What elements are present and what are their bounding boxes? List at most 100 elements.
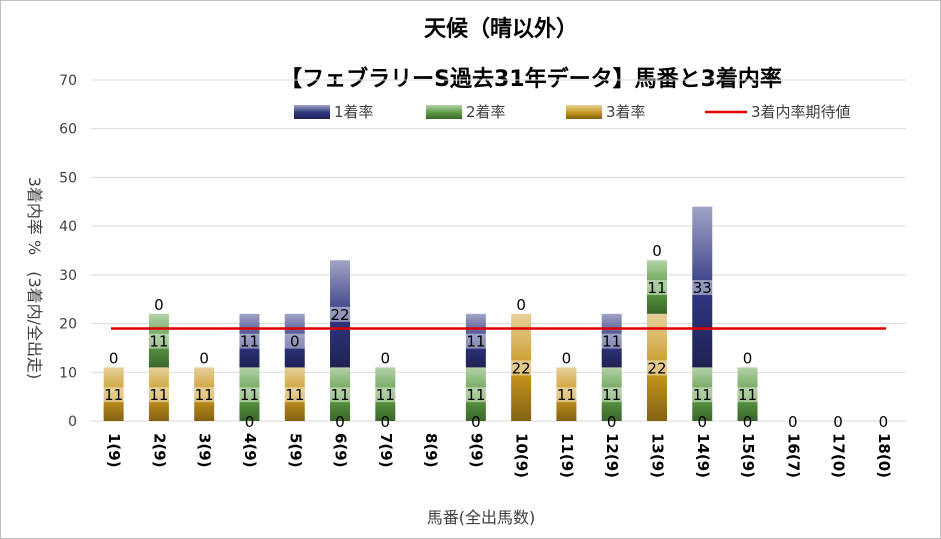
- bar-second-place: [646, 260, 667, 314]
- y-tick-label: 50: [59, 170, 77, 186]
- data-label-bg: [555, 387, 578, 403]
- data-label: 0: [471, 413, 481, 431]
- bar-third-place: [194, 367, 215, 421]
- data-label: 0: [879, 413, 889, 431]
- x-tick-label: 11(9): [558, 433, 576, 478]
- bar-second-place: [601, 367, 622, 421]
- data-label-bg: [736, 387, 759, 403]
- data-label: 11: [195, 386, 214, 404]
- data-label: 33: [693, 279, 712, 297]
- y-tick-label: 0: [68, 414, 77, 430]
- data-label-bg: [600, 333, 623, 349]
- bar-third-place: [103, 367, 124, 421]
- x-tick-labels: 1(9) 2(9) 3(9) 4(9) 5(9) 6(9) 7(9) 8(9) 9(9) 10(9…: [105, 433, 893, 478]
- x-tick-label: 7(9): [377, 433, 395, 468]
- data-label-bg: [645, 360, 668, 376]
- x-tick-label: 8(9): [422, 433, 440, 468]
- x-tick-label: 2(9): [150, 433, 168, 468]
- data-label-bg: [464, 387, 487, 403]
- x-tick-label: 17(0): [830, 433, 848, 478]
- data-label-bg: [102, 387, 125, 403]
- bar-third-place: [556, 367, 577, 421]
- data-label-bg: [147, 333, 170, 349]
- x-tick-label: 14(9): [694, 433, 712, 478]
- y-tick-label: 60: [59, 122, 77, 138]
- data-label: 22: [647, 359, 666, 377]
- data-label: 0: [335, 413, 345, 431]
- data-label: 11: [738, 386, 757, 404]
- chart-title: 天候（晴以外）: [424, 16, 578, 42]
- data-label: 0: [154, 296, 164, 314]
- y-tick-label: 70: [59, 73, 77, 89]
- data-label: 11: [693, 386, 712, 404]
- y-tick-label: 10: [59, 365, 77, 381]
- data-labels: 11 0 11 11 0 11 0 0 11 11 11 0 0 11 22 0 11 0 0 11 11 22 0 11 0 0…: [102, 242, 889, 431]
- x-tick-label: 13(9): [648, 433, 666, 478]
- legend-label: 2着率: [466, 103, 506, 121]
- x-tick-label: 9(9): [467, 433, 485, 468]
- legend: 1着率 2着率 3着率 3着内率期待値: [294, 103, 851, 121]
- bar-first-place: [330, 260, 351, 368]
- bar-second-place: [330, 367, 351, 421]
- data-label: 11: [647, 279, 666, 297]
- x-tick-label: 10(9): [513, 433, 531, 478]
- data-label: 22: [512, 359, 531, 377]
- data-label: 11: [285, 386, 304, 404]
- data-label: 0: [562, 349, 572, 367]
- bar-second-place: [737, 367, 758, 421]
- data-label: 22: [330, 306, 349, 324]
- x-tick-label: 18(0): [875, 433, 893, 478]
- data-label-bg: [464, 333, 487, 349]
- data-label: 0: [788, 413, 798, 431]
- data-label: 0: [697, 413, 707, 431]
- data-label: 11: [466, 333, 485, 351]
- x-axis-title: 馬番(全出馬数): [427, 508, 536, 527]
- y-tick-label: 30: [59, 268, 77, 284]
- data-label: 11: [466, 386, 485, 404]
- legend-label: 3着内率期待値: [751, 103, 851, 121]
- data-label: 0: [607, 413, 617, 431]
- bar-second-place: [692, 367, 713, 421]
- data-label-bg: [645, 280, 668, 296]
- bar-second-place: [465, 367, 486, 421]
- data-label: 11: [602, 386, 621, 404]
- data-label-bg: [691, 280, 714, 296]
- legend-label: 3着率: [606, 103, 646, 121]
- legend-label: 1着率: [334, 103, 374, 121]
- data-label: 11: [240, 386, 259, 404]
- y-tick-label: 40: [59, 219, 77, 235]
- bar-third-place: [284, 367, 305, 421]
- data-label: 0: [381, 349, 391, 367]
- bar-second-place: [239, 367, 260, 421]
- data-label-bg: [329, 306, 352, 322]
- x-tick-label: 12(9): [603, 433, 621, 478]
- data-label-bg: [283, 387, 306, 403]
- data-label: 11: [602, 333, 621, 351]
- x-tick-label: 1(9): [105, 433, 123, 468]
- data-label: 0: [743, 413, 753, 431]
- bar-third-place: [148, 367, 169, 421]
- data-label: 11: [149, 333, 168, 351]
- data-label-bg: [193, 387, 216, 403]
- x-tick-label: 15(9): [739, 433, 757, 478]
- legend-swatch: [426, 105, 462, 119]
- x-tick-label: 4(9): [241, 433, 259, 468]
- data-label-bg: [374, 387, 397, 403]
- x-tick-label: 16(7): [784, 433, 802, 478]
- data-label-bg: [238, 387, 261, 403]
- data-label: 0: [381, 413, 391, 431]
- data-label: 0: [833, 413, 843, 431]
- data-label-bg: [600, 387, 623, 403]
- data-label-bg: [283, 333, 306, 349]
- data-label: 0: [516, 296, 526, 314]
- bar-third-place: [511, 313, 532, 421]
- x-tick-label: 5(9): [286, 433, 304, 468]
- data-label-bg: [510, 360, 533, 376]
- data-label: 11: [557, 386, 576, 404]
- bars: [103, 206, 758, 421]
- data-label: 0: [290, 333, 300, 351]
- x-tick-label: 6(9): [332, 433, 350, 468]
- data-label-bg: [329, 387, 352, 403]
